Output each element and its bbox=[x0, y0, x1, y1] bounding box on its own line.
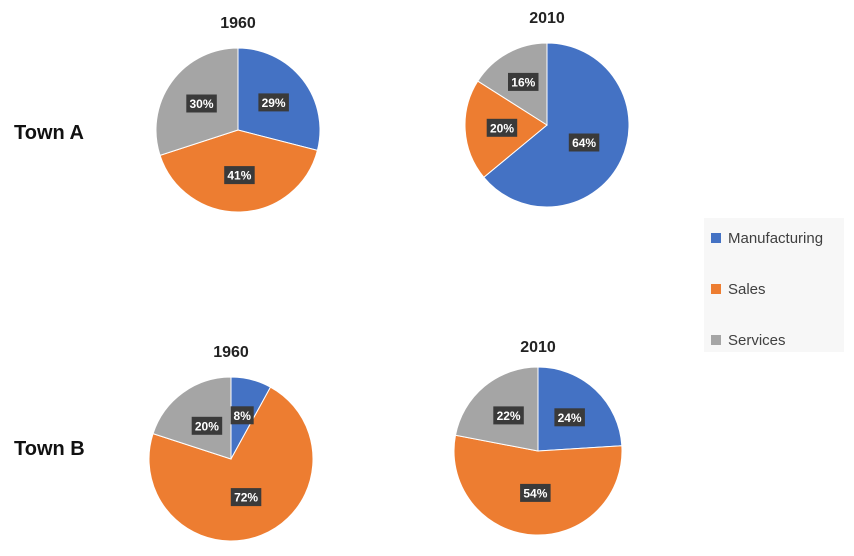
pie-chart-1: 1960 29% 41% 30% bbox=[155, 15, 321, 213]
data-label-box bbox=[191, 416, 223, 435]
data-label-box bbox=[508, 72, 539, 91]
pie-title: 1960 bbox=[213, 344, 249, 361]
data-label-box bbox=[230, 488, 262, 507]
data-label-box bbox=[554, 408, 585, 427]
row-label-town-a: Town A bbox=[14, 122, 84, 144]
data-label-sales: 54% bbox=[523, 486, 547, 500]
row-label-town-b: Town B bbox=[14, 438, 85, 460]
pie-title: 2010 bbox=[520, 339, 556, 356]
data-label-sales: 20% bbox=[490, 121, 514, 135]
legend-label-sales: Sales bbox=[728, 281, 766, 298]
legend-swatch-services bbox=[711, 335, 721, 345]
legend-swatch-manufacturing bbox=[711, 233, 721, 243]
data-label-box bbox=[224, 166, 255, 185]
legend: Manufacturing Sales Services bbox=[704, 218, 844, 352]
data-label-services: 20% bbox=[195, 419, 219, 433]
data-label-box bbox=[520, 483, 551, 502]
pies-group: 196029%41%30%201064%20%16%19608%72%20%20… bbox=[148, 10, 630, 542]
data-label-box bbox=[486, 118, 518, 137]
pie-title: 2010 bbox=[529, 10, 565, 27]
pie-chart-2: 2010 64% 20% 16% bbox=[464, 10, 630, 208]
data-label-manufacturing: 8% bbox=[234, 409, 252, 423]
data-label-box bbox=[230, 406, 254, 425]
legend-swatch-sales bbox=[711, 284, 721, 294]
data-label-services: 16% bbox=[511, 75, 535, 89]
data-label-services: 22% bbox=[497, 409, 521, 423]
data-label-box bbox=[186, 94, 217, 113]
pie-chart-3: 1960 8% 72% 20% bbox=[148, 344, 314, 542]
data-label-manufacturing: 24% bbox=[558, 411, 582, 425]
data-label-sales: 41% bbox=[227, 169, 251, 183]
data-label-manufacturing: 29% bbox=[262, 96, 286, 110]
pie-title: 1960 bbox=[220, 15, 256, 32]
data-label-box bbox=[258, 93, 289, 112]
data-label-box bbox=[568, 133, 600, 152]
data-label-sales: 72% bbox=[234, 491, 258, 505]
pie-slice-manufacturing bbox=[483, 42, 630, 208]
pie-chart-4: 2010 24% 54% 22% bbox=[453, 339, 623, 536]
legend-label-services: Services bbox=[728, 332, 786, 349]
legend-background bbox=[704, 218, 844, 352]
data-label-services: 30% bbox=[189, 97, 213, 111]
pie-slice-sales bbox=[148, 386, 314, 542]
legend-label-manufacturing: Manufacturing bbox=[728, 230, 823, 247]
data-label-box bbox=[493, 406, 524, 425]
data-label-manufacturing: 64% bbox=[572, 136, 596, 150]
